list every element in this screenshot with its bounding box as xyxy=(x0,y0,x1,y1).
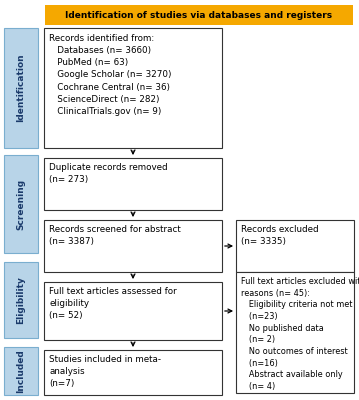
Bar xyxy=(44,28,222,148)
Bar xyxy=(45,5,353,25)
Text: Identification of studies via databases and registers: Identification of studies via databases … xyxy=(65,10,332,20)
Text: Records excluded
(n= 3335): Records excluded (n= 3335) xyxy=(241,225,319,246)
Bar xyxy=(44,350,222,395)
Bar xyxy=(4,347,38,395)
Bar xyxy=(4,155,38,253)
Text: Eligibility: Eligibility xyxy=(17,276,25,324)
Bar xyxy=(4,28,38,148)
Text: Studies included in meta-
analysis
(n=7): Studies included in meta- analysis (n=7) xyxy=(49,355,161,388)
Text: Duplicate records removed
(n= 273): Duplicate records removed (n= 273) xyxy=(49,163,168,184)
Bar xyxy=(44,282,222,340)
Bar xyxy=(236,272,354,393)
Text: Screening: Screening xyxy=(17,178,25,230)
Bar xyxy=(44,220,222,272)
Text: Identification: Identification xyxy=(17,54,25,122)
Text: Full text articles excluded with
reasons (n= 45):
   Eligibility criteria not me: Full text articles excluded with reasons… xyxy=(241,277,359,391)
Bar xyxy=(236,220,354,272)
Text: Records identified from:
   Databases (n= 3660)
   PubMed (n= 63)
   Google Scho: Records identified from: Databases (n= 3… xyxy=(49,34,172,116)
Bar xyxy=(4,262,38,338)
Bar xyxy=(44,158,222,210)
Text: Full text articles assessed for
eligibility
(n= 52): Full text articles assessed for eligibil… xyxy=(49,287,177,320)
Text: Records screened for abstract
(n= 3387): Records screened for abstract (n= 3387) xyxy=(49,225,181,246)
Text: Included: Included xyxy=(17,349,25,393)
